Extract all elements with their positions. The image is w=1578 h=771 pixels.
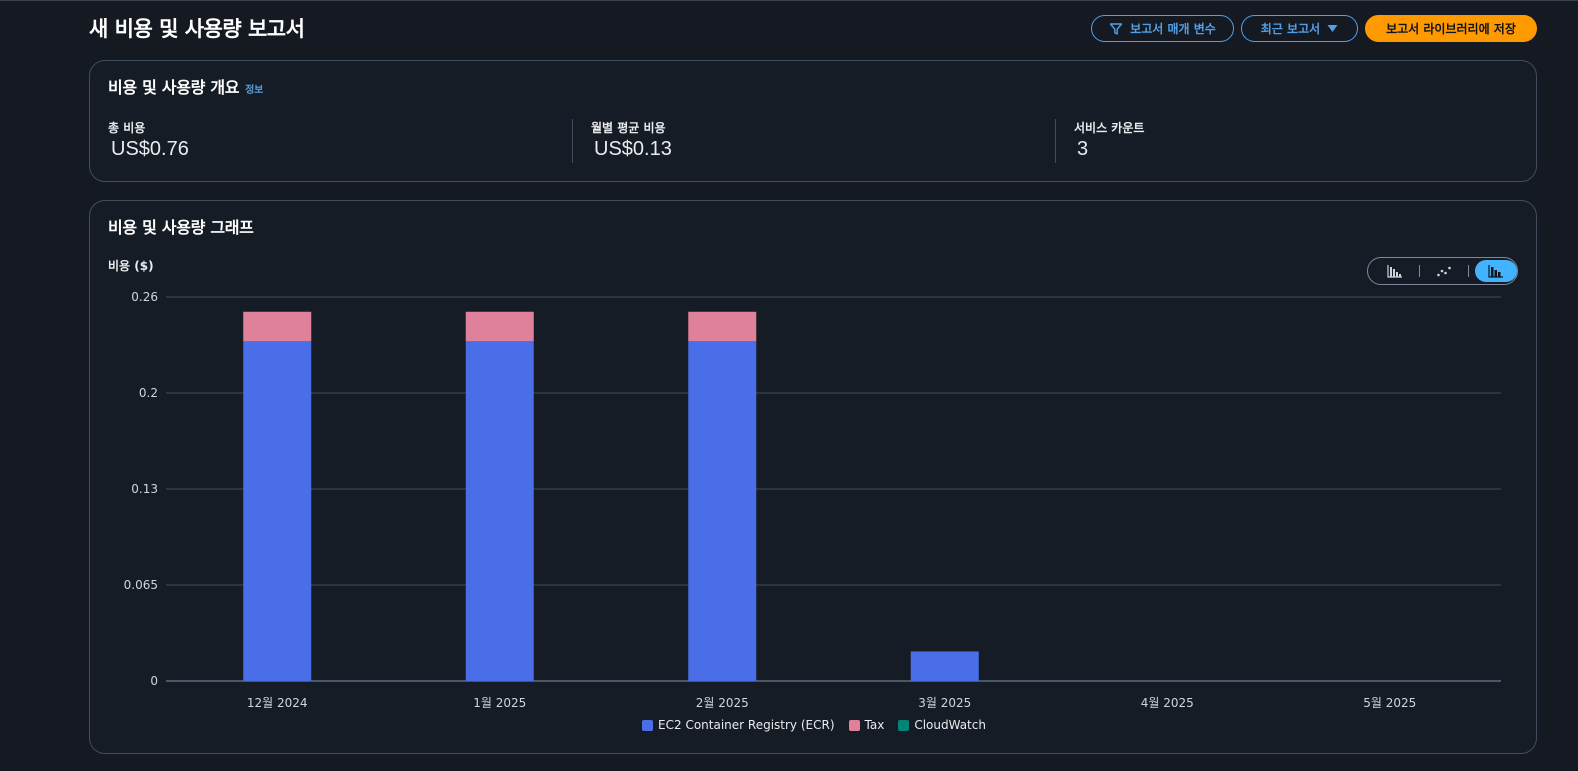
legend-label-tax: Tax <box>864 718 885 732</box>
metric-total-cost: 총 비용 US$0.76 <box>108 119 189 163</box>
recent-reports-label: 최근 보고서 <box>1260 22 1321 36</box>
legend-swatch-cloudwatch <box>898 719 910 731</box>
info-link[interactable]: 정보 <box>245 85 263 96</box>
bar-segment-ec2-container-registry-ecr <box>910 651 979 681</box>
metric-total-cost-value: US$0.76 <box>111 138 189 160</box>
top-border <box>0 0 1578 1</box>
metric-service-count: 서비스 카운트 3 <box>1074 119 1144 163</box>
caret-down-icon <box>1327 25 1338 32</box>
report-parameters-label: 보고서 매개 변수 <box>1130 22 1216 36</box>
chart-view-toggle <box>1367 257 1518 285</box>
metric-divider <box>1055 119 1056 163</box>
bar-chart-icon <box>1387 265 1402 278</box>
line-chart-icon <box>1437 266 1451 277</box>
y-tick-label: 0.2 <box>139 386 158 400</box>
x-tick-label: 2월 2025 <box>696 696 749 710</box>
bar-segment-ec2-container-registry-ecr <box>243 341 312 681</box>
metric-total-cost-label: 총 비용 <box>108 121 146 135</box>
bar-segment-tax <box>688 311 757 342</box>
metric-monthly-average-value: US$0.13 <box>594 138 672 160</box>
legend-swatch-ecr <box>642 719 654 731</box>
overview-title: 비용 및 사용량 개요 정보 <box>108 74 263 98</box>
legend-label-cloudwatch: CloudWatch <box>914 718 986 732</box>
stacked-view-button[interactable] <box>1475 260 1517 282</box>
metric-monthly-average: 월별 평균 비용 US$0.13 <box>591 119 672 163</box>
stacked-bar-chart-icon <box>1488 265 1503 278</box>
bar-segment-tax <box>465 311 534 342</box>
graph-panel: 비용 및 사용량 그래프 비용 ($) <box>89 200 1537 754</box>
overview-title-text: 비용 및 사용량 개요 <box>108 78 240 97</box>
toggle-separator <box>1468 265 1469 277</box>
metric-divider <box>572 119 573 163</box>
x-tick-label: 12월 2024 <box>247 696 308 710</box>
filter-icon <box>1109 22 1123 35</box>
metric-monthly-average-label: 월별 평균 비용 <box>591 121 666 135</box>
x-tick-label: 5월 2025 <box>1363 696 1416 710</box>
overview-panel: 비용 및 사용량 개요 정보 총 비용 US$0.76 월별 평균 비용 US$0… <box>89 60 1537 182</box>
x-tick-label: 1월 2025 <box>473 696 526 710</box>
chart-legend: EC2 Container Registry (ECR) Tax CloudWa… <box>90 718 1538 732</box>
save-to-library-label: 보고서 라이브러리에 저장 <box>1386 22 1516 36</box>
bar-segment-tax <box>243 311 312 342</box>
y-tick-label: 0.065 <box>124 578 158 592</box>
metric-service-count-label: 서비스 카운트 <box>1074 121 1145 135</box>
cost-chart: 0 0.065 0.13 0.2 0.26 12월 2024 1월 2025 2월 2025 3… <box>124 290 1501 710</box>
y-tick-label: 0.13 <box>131 482 158 496</box>
bar-segment-ec2-container-registry-ecr <box>465 341 534 681</box>
y-axis-title: 비용 ($) <box>108 259 154 273</box>
line-view-button[interactable] <box>1420 260 1468 282</box>
legend-item-tax[interactable]: Tax <box>848 718 885 732</box>
y-tick-label: 0.26 <box>131 290 158 304</box>
toggle-separator <box>1419 265 1420 277</box>
save-to-library-button[interactable]: 보고서 라이브러리에 저장 <box>1365 15 1537 42</box>
legend-swatch-tax <box>848 719 860 731</box>
x-tick-label: 3월 2025 <box>918 696 971 710</box>
y-tick-label: 0 <box>150 674 158 688</box>
page-title: 새 비용 및 사용량 보고서 <box>89 17 305 41</box>
metric-service-count-value: 3 <box>1077 138 1089 160</box>
bar-view-button[interactable] <box>1371 260 1419 282</box>
bar-segment-ec2-container-registry-ecr <box>688 341 757 681</box>
graph-title: 비용 및 사용량 그래프 <box>108 218 254 237</box>
legend-item-cloudwatch[interactable]: CloudWatch <box>898 718 986 732</box>
recent-reports-button[interactable]: 최근 보고서 <box>1241 15 1358 42</box>
x-tick-label: 4월 2025 <box>1141 696 1194 710</box>
legend-item-ecr[interactable]: EC2 Container Registry (ECR) <box>642 718 835 732</box>
legend-label-ecr: EC2 Container Registry (ECR) <box>658 718 835 732</box>
report-parameters-button[interactable]: 보고서 매개 변수 <box>1091 15 1234 42</box>
